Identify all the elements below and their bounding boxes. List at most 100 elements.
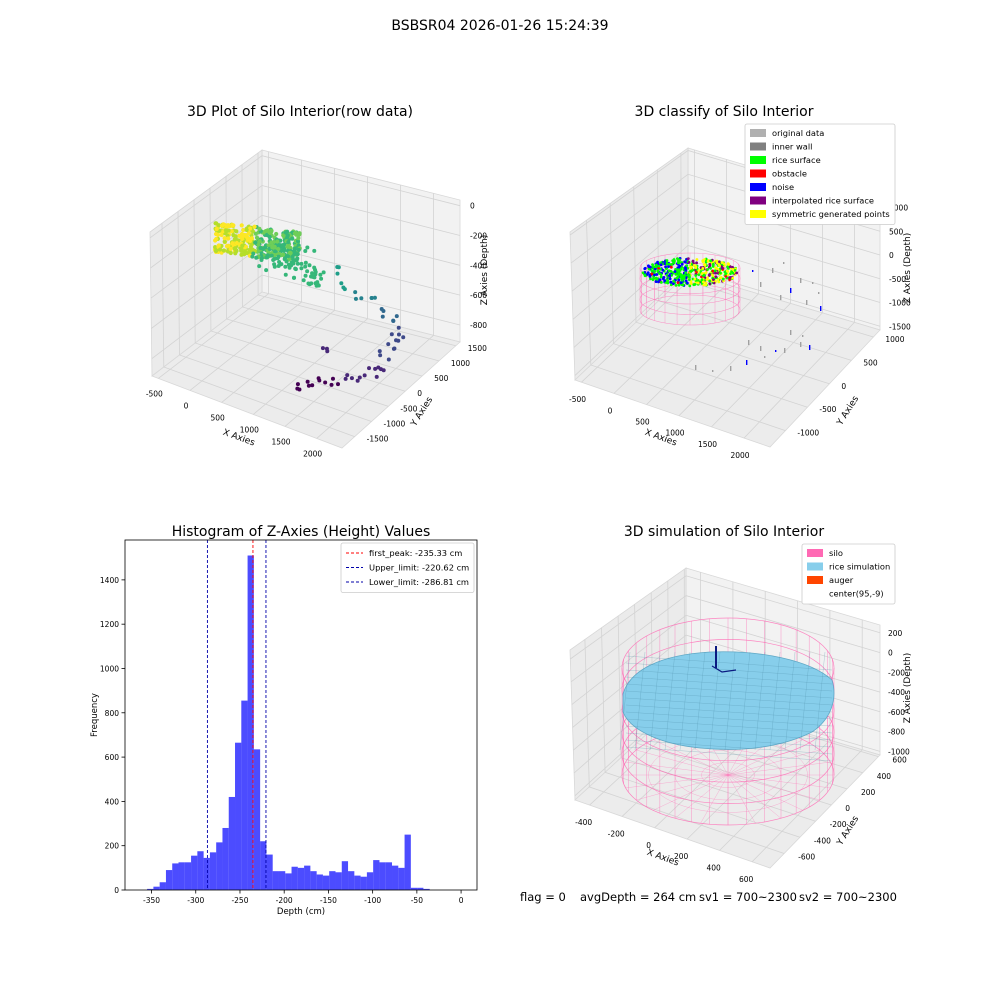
histogram-bar xyxy=(385,862,393,890)
raw-point xyxy=(296,235,301,241)
histogram-bar xyxy=(392,865,399,890)
raw-point xyxy=(305,245,310,250)
raw-point xyxy=(215,232,221,238)
classified-point xyxy=(718,276,722,280)
classified-point xyxy=(665,262,669,266)
rice-mesh-line xyxy=(625,711,833,727)
z-gridline xyxy=(151,274,461,360)
histogram-bar xyxy=(322,875,330,890)
rice-mesh-line xyxy=(799,651,811,751)
noise-point xyxy=(800,342,802,347)
z-tick-label: 1000 xyxy=(889,204,908,213)
classified-point xyxy=(727,263,731,266)
raw-point xyxy=(293,266,298,271)
noise-point xyxy=(790,330,792,335)
raw-point xyxy=(379,306,384,311)
raw-point xyxy=(276,254,281,259)
y-gridline xyxy=(209,188,406,392)
x-tick-label: -400 xyxy=(575,818,592,827)
raw-point xyxy=(359,296,364,301)
classified-point xyxy=(708,273,711,277)
raw-point xyxy=(391,346,396,351)
classified-point xyxy=(662,275,666,279)
classified-point xyxy=(659,275,663,279)
raw-point xyxy=(294,258,299,263)
y-gridline xyxy=(584,639,785,854)
raw-point xyxy=(323,380,328,385)
classified-point xyxy=(724,274,728,278)
histogram-bar xyxy=(272,871,279,890)
raw-point xyxy=(389,332,394,337)
raw-point xyxy=(367,366,372,371)
classified-point xyxy=(695,261,698,265)
raw-point xyxy=(214,236,219,242)
classified-point xyxy=(726,273,730,277)
raw-point xyxy=(312,265,317,270)
simulation-legend-swatch xyxy=(807,549,823,557)
classified-point xyxy=(711,273,714,277)
z-gridline xyxy=(570,595,881,683)
classified-point xyxy=(668,274,671,278)
classified-point xyxy=(678,264,682,268)
raw-point xyxy=(232,237,237,242)
raw-point xyxy=(269,228,274,233)
histogram-bar xyxy=(423,888,430,890)
raw-point xyxy=(303,264,308,269)
histogram-bar xyxy=(417,887,424,890)
noise-point xyxy=(775,350,777,352)
histogram-axes: -350 -300 -250 -200 -150 -100 -50 0 0 200 400 600 80… xyxy=(90,539,478,917)
classified-point xyxy=(669,283,673,287)
classified-point xyxy=(689,282,693,285)
classified-point xyxy=(685,264,689,268)
classified-point xyxy=(657,265,661,268)
classified-point xyxy=(656,269,660,272)
raw-point xyxy=(265,228,270,233)
raw-point xyxy=(281,252,286,257)
classified-point xyxy=(681,283,685,287)
classified-point xyxy=(708,262,712,266)
histogram-bar xyxy=(228,796,236,890)
raw-point xyxy=(396,332,401,337)
y-tick-label: 0 xyxy=(845,804,850,813)
rice-mesh-line xyxy=(625,683,833,699)
z-tick-label: -600 xyxy=(470,291,487,300)
rice-mesh-line xyxy=(679,651,691,751)
histogram-bar xyxy=(341,861,349,890)
raw-point xyxy=(272,264,277,269)
x-tick-label: -200 xyxy=(276,896,293,905)
raw-point xyxy=(214,248,219,254)
raw-point xyxy=(259,257,264,262)
raw-point xyxy=(226,236,231,241)
z-gridline xyxy=(570,575,881,660)
classified-point xyxy=(653,267,657,271)
y-gridline xyxy=(161,223,355,437)
classified-point xyxy=(680,276,684,280)
raw-point xyxy=(290,236,295,241)
classify-legend-swatch xyxy=(750,169,766,178)
x-gridline xyxy=(189,160,303,391)
y-axis-label: Frequency xyxy=(90,693,100,737)
classified-point xyxy=(687,261,691,264)
raw-point xyxy=(224,224,229,229)
z-tick-label: 0 xyxy=(888,649,893,658)
histogram-bar xyxy=(379,862,386,890)
raw-point xyxy=(252,224,257,229)
raw-point xyxy=(264,268,269,273)
raw-point xyxy=(377,349,382,354)
rice-mesh-line xyxy=(724,651,736,751)
raw-point xyxy=(284,259,289,264)
classified-point xyxy=(659,263,663,266)
raw-point xyxy=(318,272,323,277)
y-tick-label: 1500 xyxy=(468,344,487,353)
noise-point xyxy=(818,292,820,294)
raw-point xyxy=(345,373,350,378)
classified-point xyxy=(677,283,681,287)
raw-point xyxy=(275,239,280,244)
raw-point xyxy=(299,261,304,266)
z-gridline xyxy=(571,197,881,292)
raw-point xyxy=(267,234,272,240)
classified-point xyxy=(689,279,693,283)
classified-point xyxy=(684,271,688,275)
raw-point xyxy=(316,283,321,288)
classified-point xyxy=(647,265,651,268)
